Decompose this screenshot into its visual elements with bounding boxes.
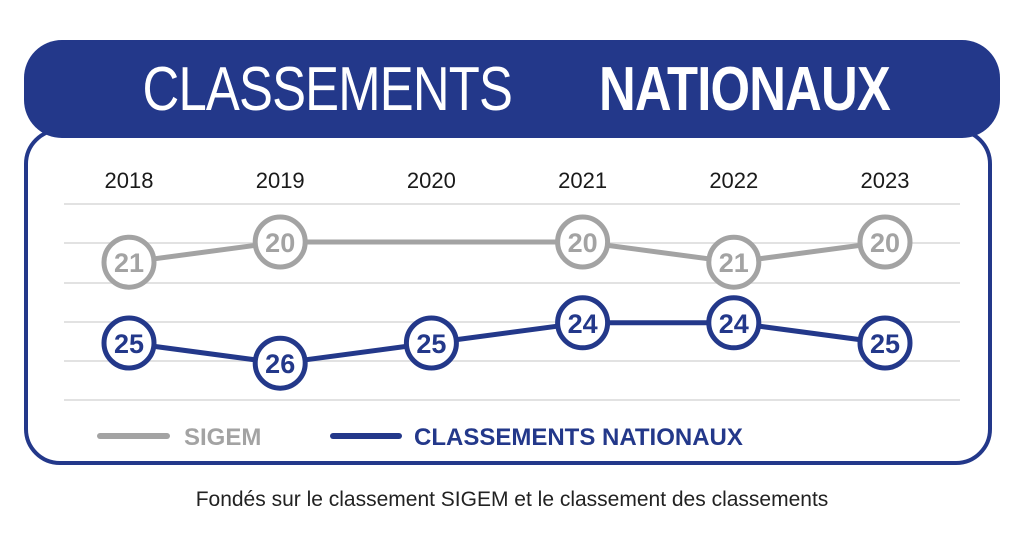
year-label: 2018 bbox=[105, 168, 154, 193]
footnote: Fondés sur le classement SIGEM et le cla… bbox=[195, 488, 829, 511]
series-line-sigem bbox=[128, 239, 886, 265]
year-label: 2022 bbox=[709, 168, 758, 193]
data-label-nationaux: 26 bbox=[265, 349, 295, 379]
legend-label-sigem: SIGEM bbox=[184, 424, 261, 451]
data-point-nationaux bbox=[857, 315, 913, 371]
data-point-nationaux bbox=[403, 315, 459, 371]
data-label-sigem: 20 bbox=[568, 228, 598, 258]
legend-label-nationaux: CLASSEMENTS NATIONAUX bbox=[414, 424, 743, 451]
data-label-sigem: 21 bbox=[114, 248, 144, 278]
data-label-sigem: 21 bbox=[719, 248, 749, 278]
year-label: 2020 bbox=[407, 168, 456, 193]
data-point-sigem bbox=[101, 234, 157, 290]
data-label-nationaux: 25 bbox=[114, 329, 144, 359]
data-point-sigem bbox=[252, 214, 308, 270]
data-label-nationaux: 25 bbox=[416, 329, 446, 359]
year-label: 2023 bbox=[861, 168, 910, 193]
data-label-sigem: 20 bbox=[870, 228, 900, 258]
data-point-sigem bbox=[555, 214, 611, 270]
data-label-nationaux: 24 bbox=[719, 309, 749, 339]
title-part1: CLASSEMENTS bbox=[142, 54, 513, 124]
data-point-nationaux bbox=[555, 295, 611, 351]
data-label-nationaux: 24 bbox=[568, 309, 598, 339]
data-point-nationaux bbox=[706, 295, 762, 351]
title-part2: NATIONAUX bbox=[598, 54, 891, 124]
data-label-nationaux: 25 bbox=[870, 329, 900, 359]
data-point-sigem bbox=[706, 234, 762, 290]
year-label: 2019 bbox=[256, 168, 305, 193]
year-label: 2021 bbox=[558, 168, 607, 193]
data-label-sigem: 20 bbox=[265, 228, 295, 258]
data-point-nationaux bbox=[252, 335, 308, 391]
data-point-sigem bbox=[857, 214, 913, 270]
title-banner: CLASSEMENTS NATIONAUX bbox=[24, 40, 1000, 138]
series-line-nationaux bbox=[128, 320, 886, 366]
data-point-nationaux bbox=[101, 315, 157, 371]
chart-card bbox=[24, 128, 992, 465]
